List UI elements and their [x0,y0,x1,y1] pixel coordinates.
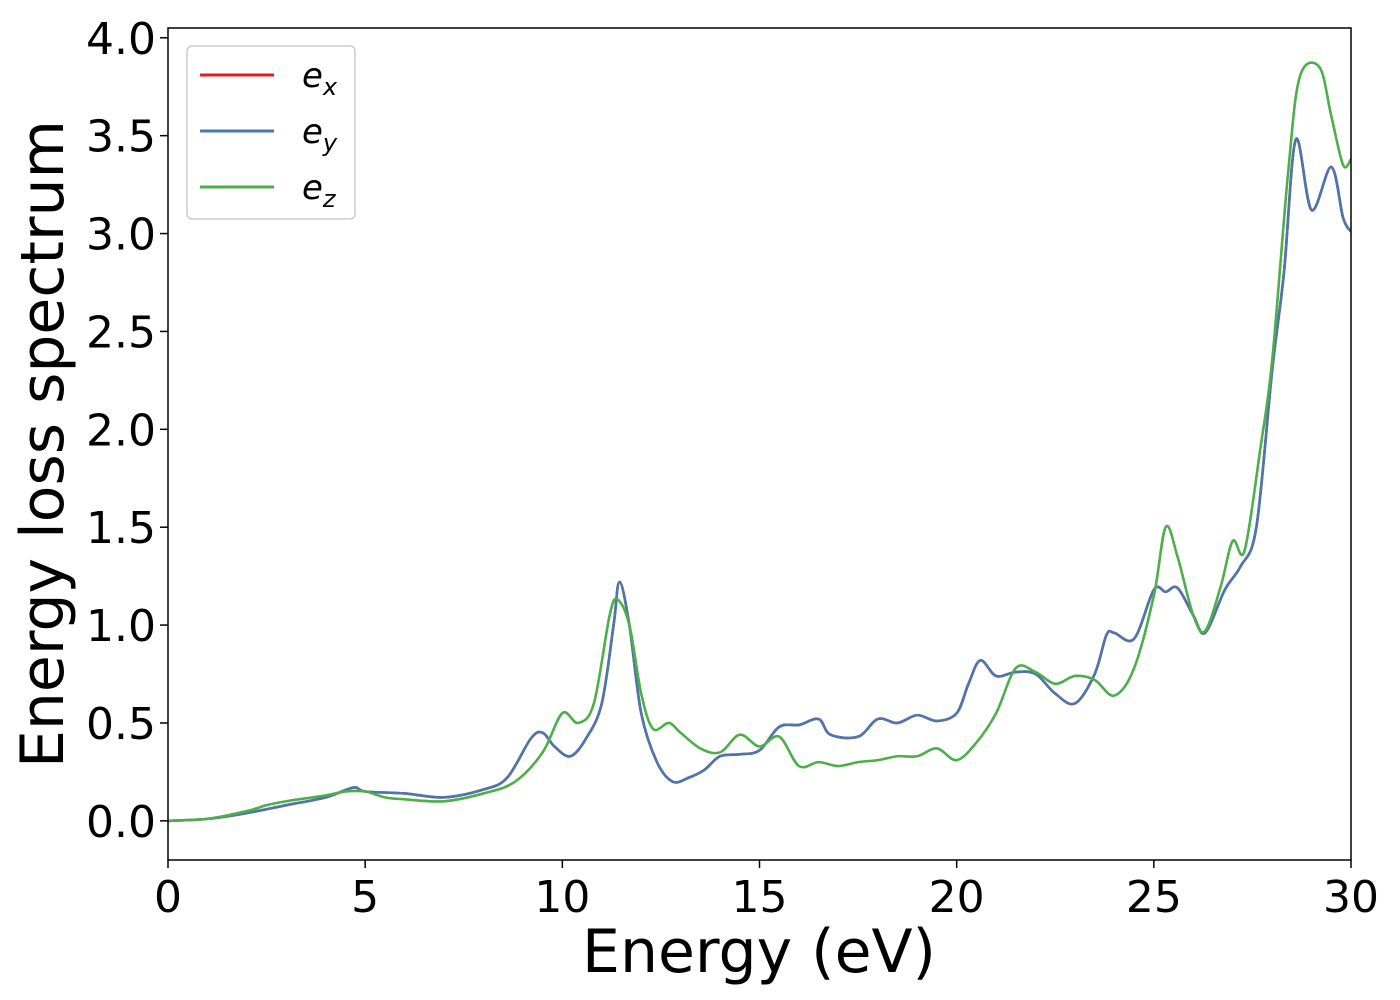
legend-label-ex: ex [302,56,338,101]
y-tick-label: 2.0 [86,405,156,456]
y-axis-ticks: 0.0 0.5 1.0 1.5 2.0 2.5 3.0 3.5 4.0 [86,14,168,848]
legend-label-ey: ey [302,112,338,157]
x-tick-label: 20 [929,872,985,923]
legend-label-ez: ez [302,168,337,213]
x-tick-label: 30 [1323,872,1379,923]
x-tick-label: 15 [732,872,788,923]
y-tick-label: 1.5 [86,503,156,554]
plot-background [168,28,1351,860]
plot-frame [167,27,1352,861]
y-tick-label: 1.0 [86,601,156,652]
series-line-ez [168,61,1351,823]
series-layer [168,61,1351,823]
series-line-ey [168,137,1351,823]
x-tick-label: 10 [534,872,590,923]
x-axis-ticks: 0 5 10 15 20 25 30 [154,860,1379,923]
y-tick-label: 0.5 [86,699,156,750]
x-axis-label: Energy (eV) [582,917,936,987]
y-tick-label: 4.0 [86,14,156,65]
y-tick-label: 3.5 [86,112,156,163]
x-tick-label: 5 [351,872,379,923]
legend: ex ey ez [186,45,356,220]
y-tick-label: 0.0 [86,797,156,848]
x-tick-label: 0 [154,872,182,923]
y-axis-label: Energy loss spectrum [8,120,78,768]
y-tick-label: 3.0 [86,210,156,261]
y-tick-label: 2.5 [86,307,156,358]
x-tick-label: 25 [1126,872,1182,923]
